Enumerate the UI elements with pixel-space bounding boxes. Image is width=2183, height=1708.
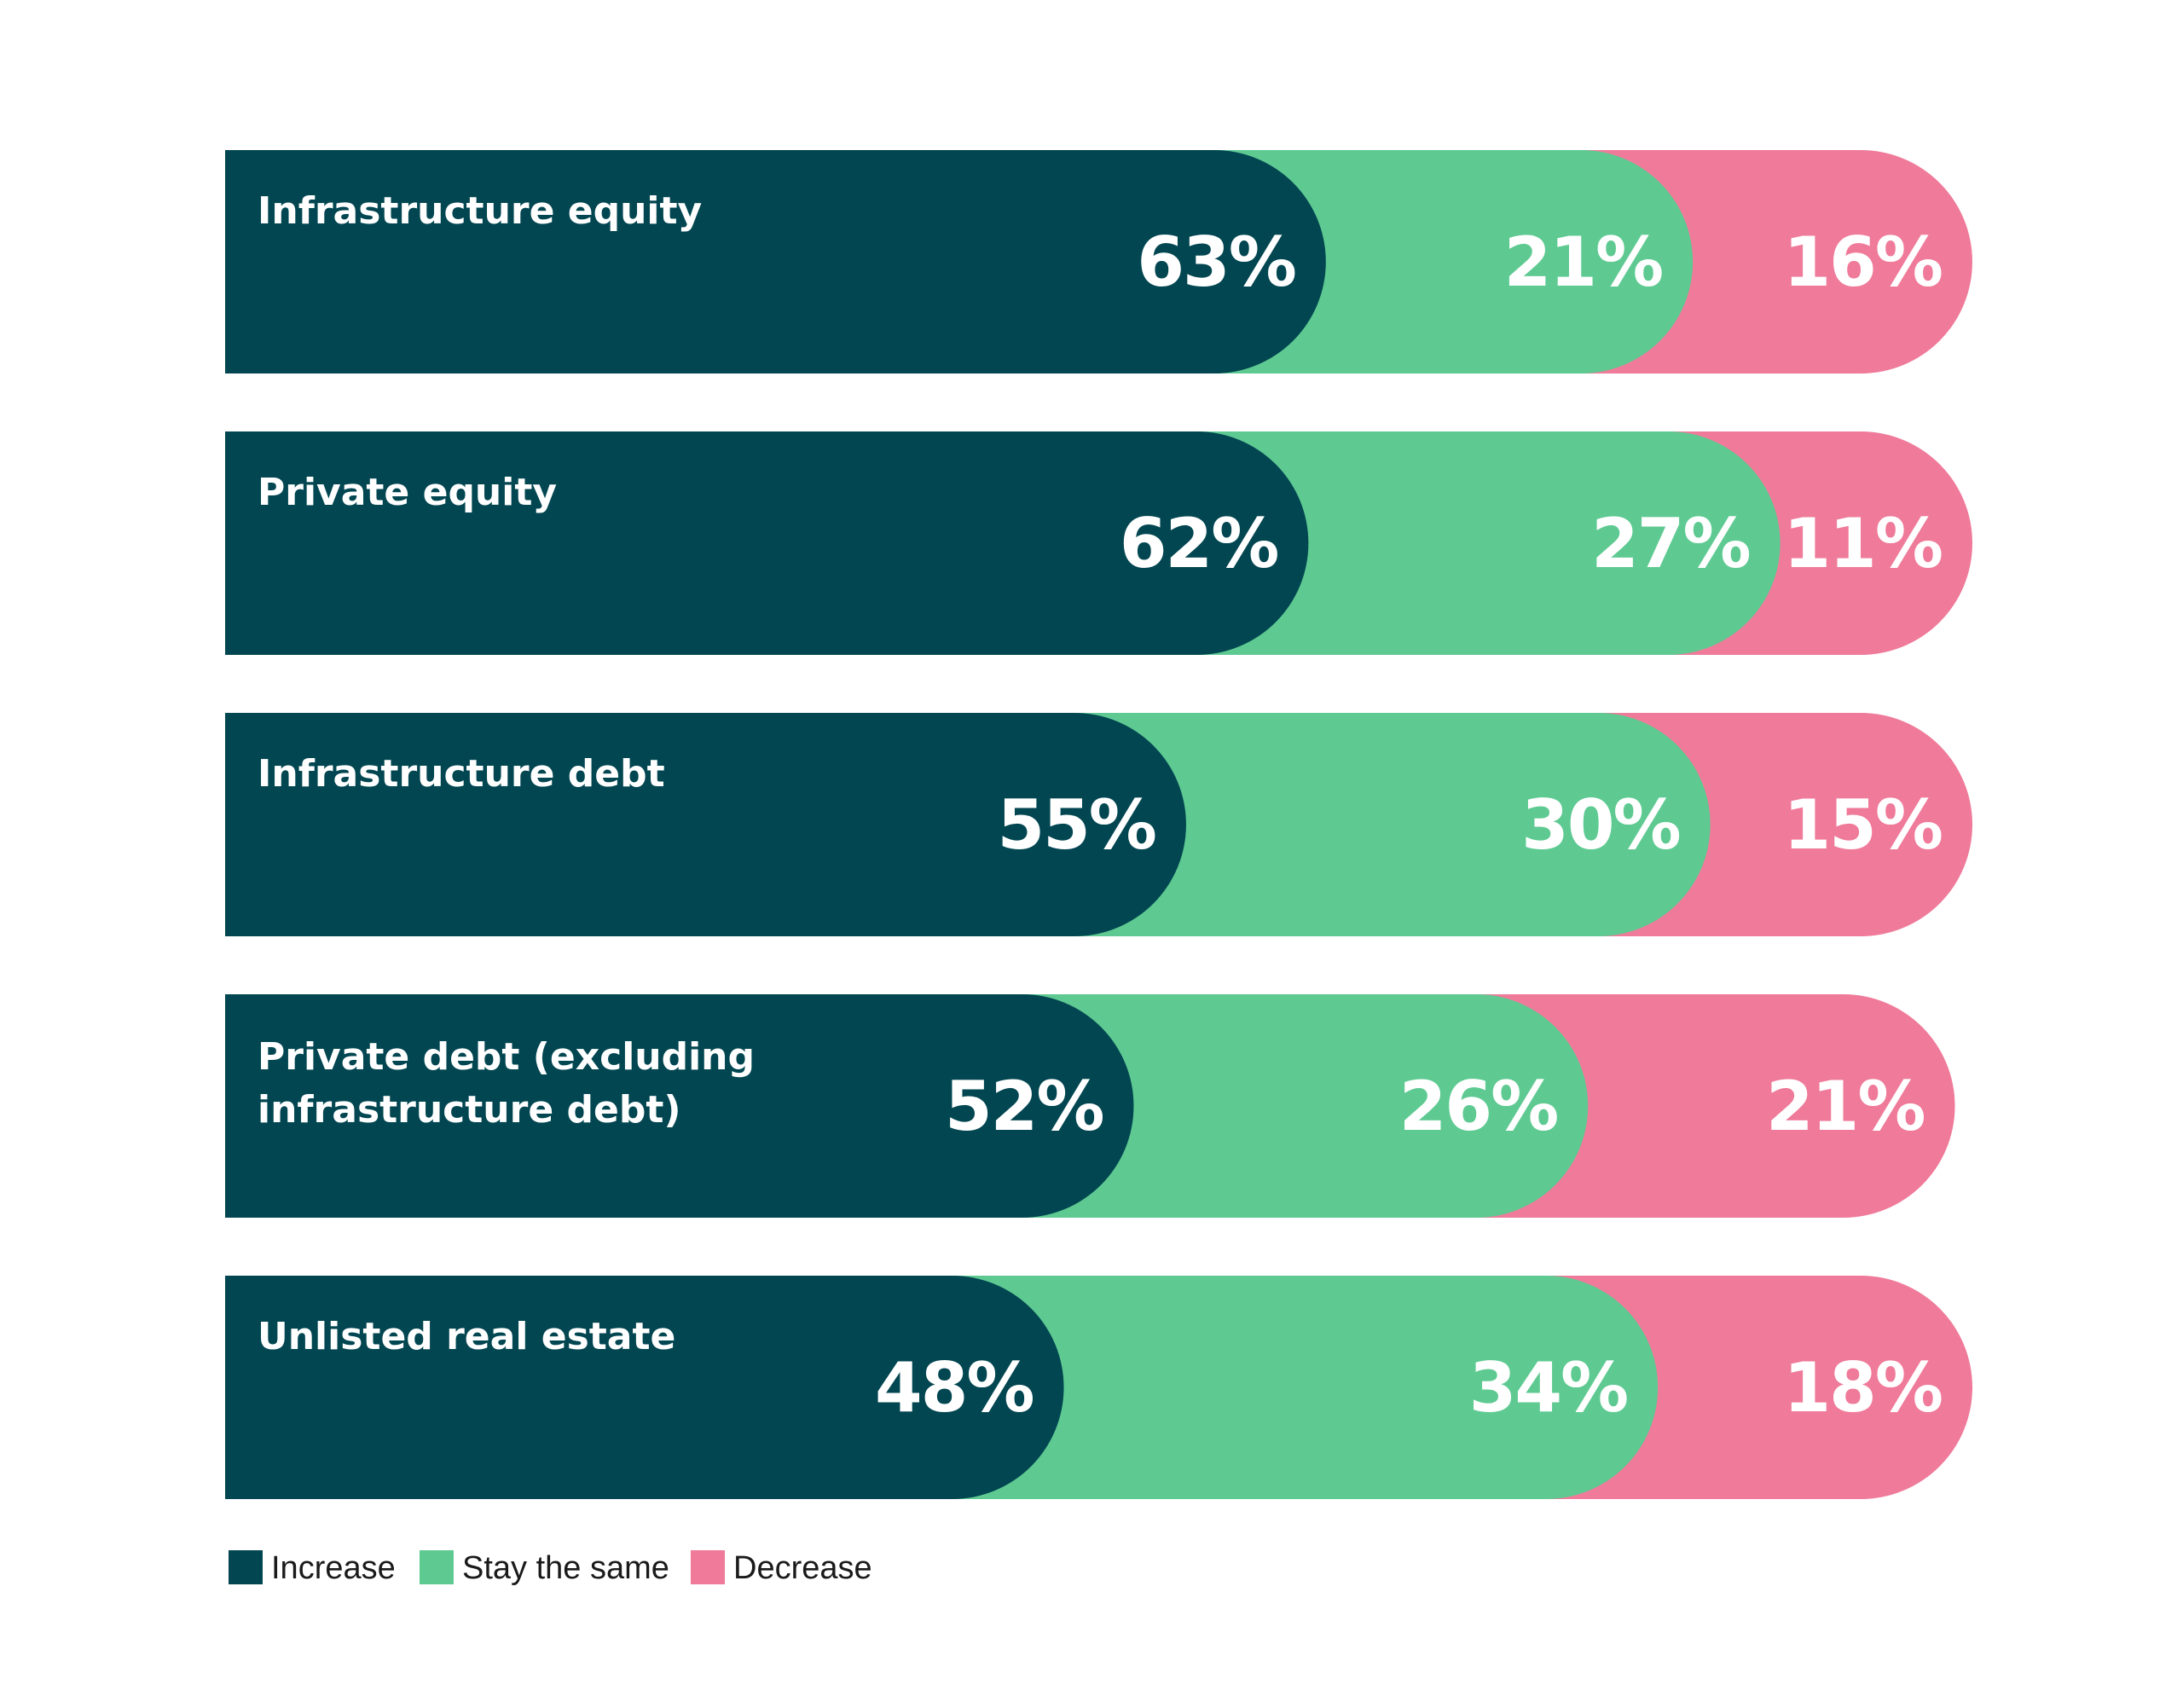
bar-row: 48% 34% 18% Unlisted real estate <box>225 1276 1972 1499</box>
legend: Increase Stay the same Decrease <box>229 1550 872 1586</box>
legend-swatch <box>420 1550 454 1584</box>
value-label: 26% <box>1399 1067 1557 1146</box>
legend-label: Stay the same <box>462 1550 669 1586</box>
category-label: Infrastructure equity <box>258 189 702 233</box>
bar-segment-increase <box>225 1276 1064 1499</box>
value-label: 34% <box>1469 1348 1627 1427</box>
value-label: 48% <box>875 1348 1033 1427</box>
value-label: 21% <box>1766 1067 1924 1146</box>
category-label: Private equity <box>258 471 557 514</box>
legend-swatch <box>691 1550 725 1584</box>
bar-segment-increase <box>225 994 1134 1218</box>
value-label: 27% <box>1591 504 1749 583</box>
bar-row: 52% 26% 21% Private debt (excluding infrastr… <box>225 994 1955 1218</box>
value-label: 63% <box>1137 223 1294 302</box>
legend-label: Decrease <box>733 1550 872 1586</box>
category-label: Unlisted real estate <box>258 1315 675 1358</box>
bar-row: 55% 30% 15% Infrastructure debt <box>225 713 1972 936</box>
category-label: Private debt (excluding <box>258 1035 755 1079</box>
bar-segment-increase <box>225 713 1186 936</box>
value-label: 15% <box>1784 785 1942 865</box>
value-label: 30% <box>1521 785 1679 865</box>
value-label: 16% <box>1784 223 1942 302</box>
legend-swatch <box>229 1550 263 1584</box>
value-label: 21% <box>1504 223 1662 302</box>
value-label: 52% <box>945 1067 1103 1146</box>
value-label: 11% <box>1784 504 1942 583</box>
bar-segment-increase <box>225 150 1326 373</box>
bar-segment-increase <box>225 431 1309 655</box>
bar-row: 63% 21% 16% Infrastructure equity <box>225 150 1972 373</box>
category-label: infrastructure debt) <box>258 1088 680 1132</box>
legend-label: Increase <box>271 1550 396 1586</box>
value-label: 18% <box>1784 1348 1942 1427</box>
category-label: Infrastructure debt <box>258 752 665 796</box>
value-label: 62% <box>1120 504 1277 583</box>
bar-row: 62% 27% 11% Private equity <box>225 431 1972 655</box>
value-label: 55% <box>997 785 1155 865</box>
